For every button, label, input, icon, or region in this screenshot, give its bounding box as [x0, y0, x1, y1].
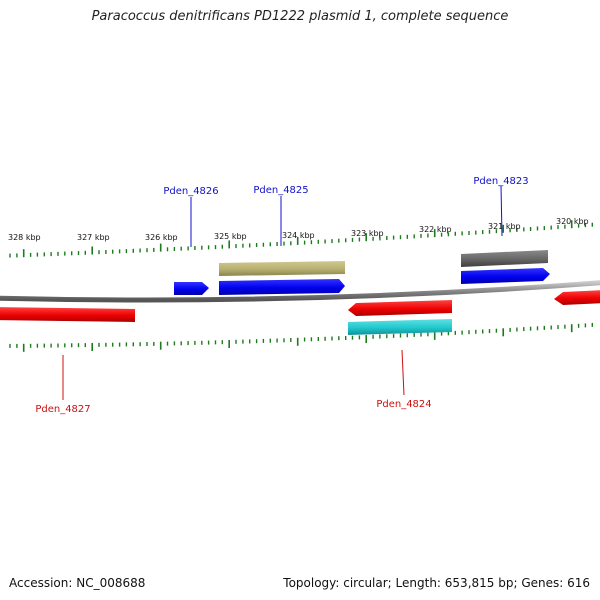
kbp-label-323: 323 kbp [351, 229, 384, 238]
gene-label-pden-4827[interactable]: Pden_4827 [35, 404, 90, 415]
kbp-label-326: 326 kbp [145, 233, 178, 242]
cds-right-edge-arrow[interactable] [554, 290, 600, 305]
gene-pden-4824-bar[interactable] [348, 319, 452, 335]
cds-pden-4826-arrow[interactable] [174, 282, 209, 295]
cds-pden-4827-arrow[interactable] [0, 307, 135, 322]
top-tick-ruler [9, 220, 593, 258]
kbp-label-327: 327 kbp [77, 233, 110, 242]
kbp-label-322: 322 kbp [419, 225, 452, 234]
gene-pden-4823-bar[interactable] [461, 250, 548, 267]
kbp-label-321: 321 kbp [488, 222, 521, 231]
summary-text: Topology: circular; Length: 653,815 bp; … [283, 576, 590, 590]
kbp-label-324: 324 kbp [282, 231, 315, 240]
kbp-label-325: 325 kbp [214, 232, 247, 241]
cds-pden-4824-arrow[interactable] [348, 300, 452, 316]
gene-label-pden-4826[interactable]: Pden_4826 [163, 186, 218, 197]
plasmid-backbone [0, 280, 600, 303]
map-title: Paracoccus denitrificans PD1222 plasmid … [91, 9, 509, 24]
accession-text: Accession: NC_008688 [9, 576, 146, 590]
gene-label-pden-4824[interactable]: Pden_4824 [376, 399, 431, 410]
gene-pden-4825-bar[interactable] [219, 261, 345, 276]
gene-label-pden-4825[interactable]: Pden_4825 [253, 185, 308, 196]
kbp-label-328: 328 kbp [8, 233, 41, 242]
leader-line-pden-4823 [500, 185, 503, 237]
leader-line-pden-4824 [401, 349, 405, 396]
bottom-tick-ruler [9, 322, 593, 352]
kbp-label-320: 320 kbp [556, 217, 589, 226]
gene-label-pden-4823[interactable]: Pden_4823 [473, 176, 528, 187]
cds-pden-4823-arrow[interactable] [461, 268, 550, 284]
cds-pden-4825-arrow[interactable] [219, 279, 345, 295]
